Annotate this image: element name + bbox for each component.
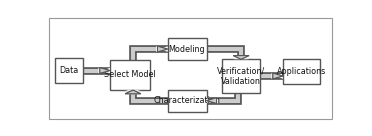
Polygon shape xyxy=(233,55,249,59)
FancyBboxPatch shape xyxy=(222,59,260,93)
Polygon shape xyxy=(272,73,283,79)
FancyBboxPatch shape xyxy=(55,58,83,83)
Polygon shape xyxy=(125,90,141,94)
Polygon shape xyxy=(233,56,249,59)
Polygon shape xyxy=(125,90,141,94)
Polygon shape xyxy=(100,68,110,73)
FancyBboxPatch shape xyxy=(168,90,206,112)
Polygon shape xyxy=(156,46,168,52)
Text: Modeling: Modeling xyxy=(169,45,205,54)
Text: Applications: Applications xyxy=(277,67,326,76)
Polygon shape xyxy=(273,73,283,79)
FancyBboxPatch shape xyxy=(168,38,206,60)
FancyBboxPatch shape xyxy=(110,60,150,90)
Polygon shape xyxy=(157,46,168,52)
Polygon shape xyxy=(206,98,218,103)
Text: Characterization: Characterization xyxy=(154,96,221,105)
Polygon shape xyxy=(100,68,110,73)
Polygon shape xyxy=(233,56,249,59)
Polygon shape xyxy=(157,46,168,52)
Polygon shape xyxy=(125,90,141,94)
Polygon shape xyxy=(206,98,217,103)
Polygon shape xyxy=(273,73,283,79)
Text: Data: Data xyxy=(59,66,78,75)
Text: Select Model: Select Model xyxy=(104,70,156,79)
Polygon shape xyxy=(98,68,110,73)
Polygon shape xyxy=(206,98,217,103)
FancyBboxPatch shape xyxy=(283,59,320,84)
Text: Verification/
Validation: Verification/ Validation xyxy=(217,66,265,86)
